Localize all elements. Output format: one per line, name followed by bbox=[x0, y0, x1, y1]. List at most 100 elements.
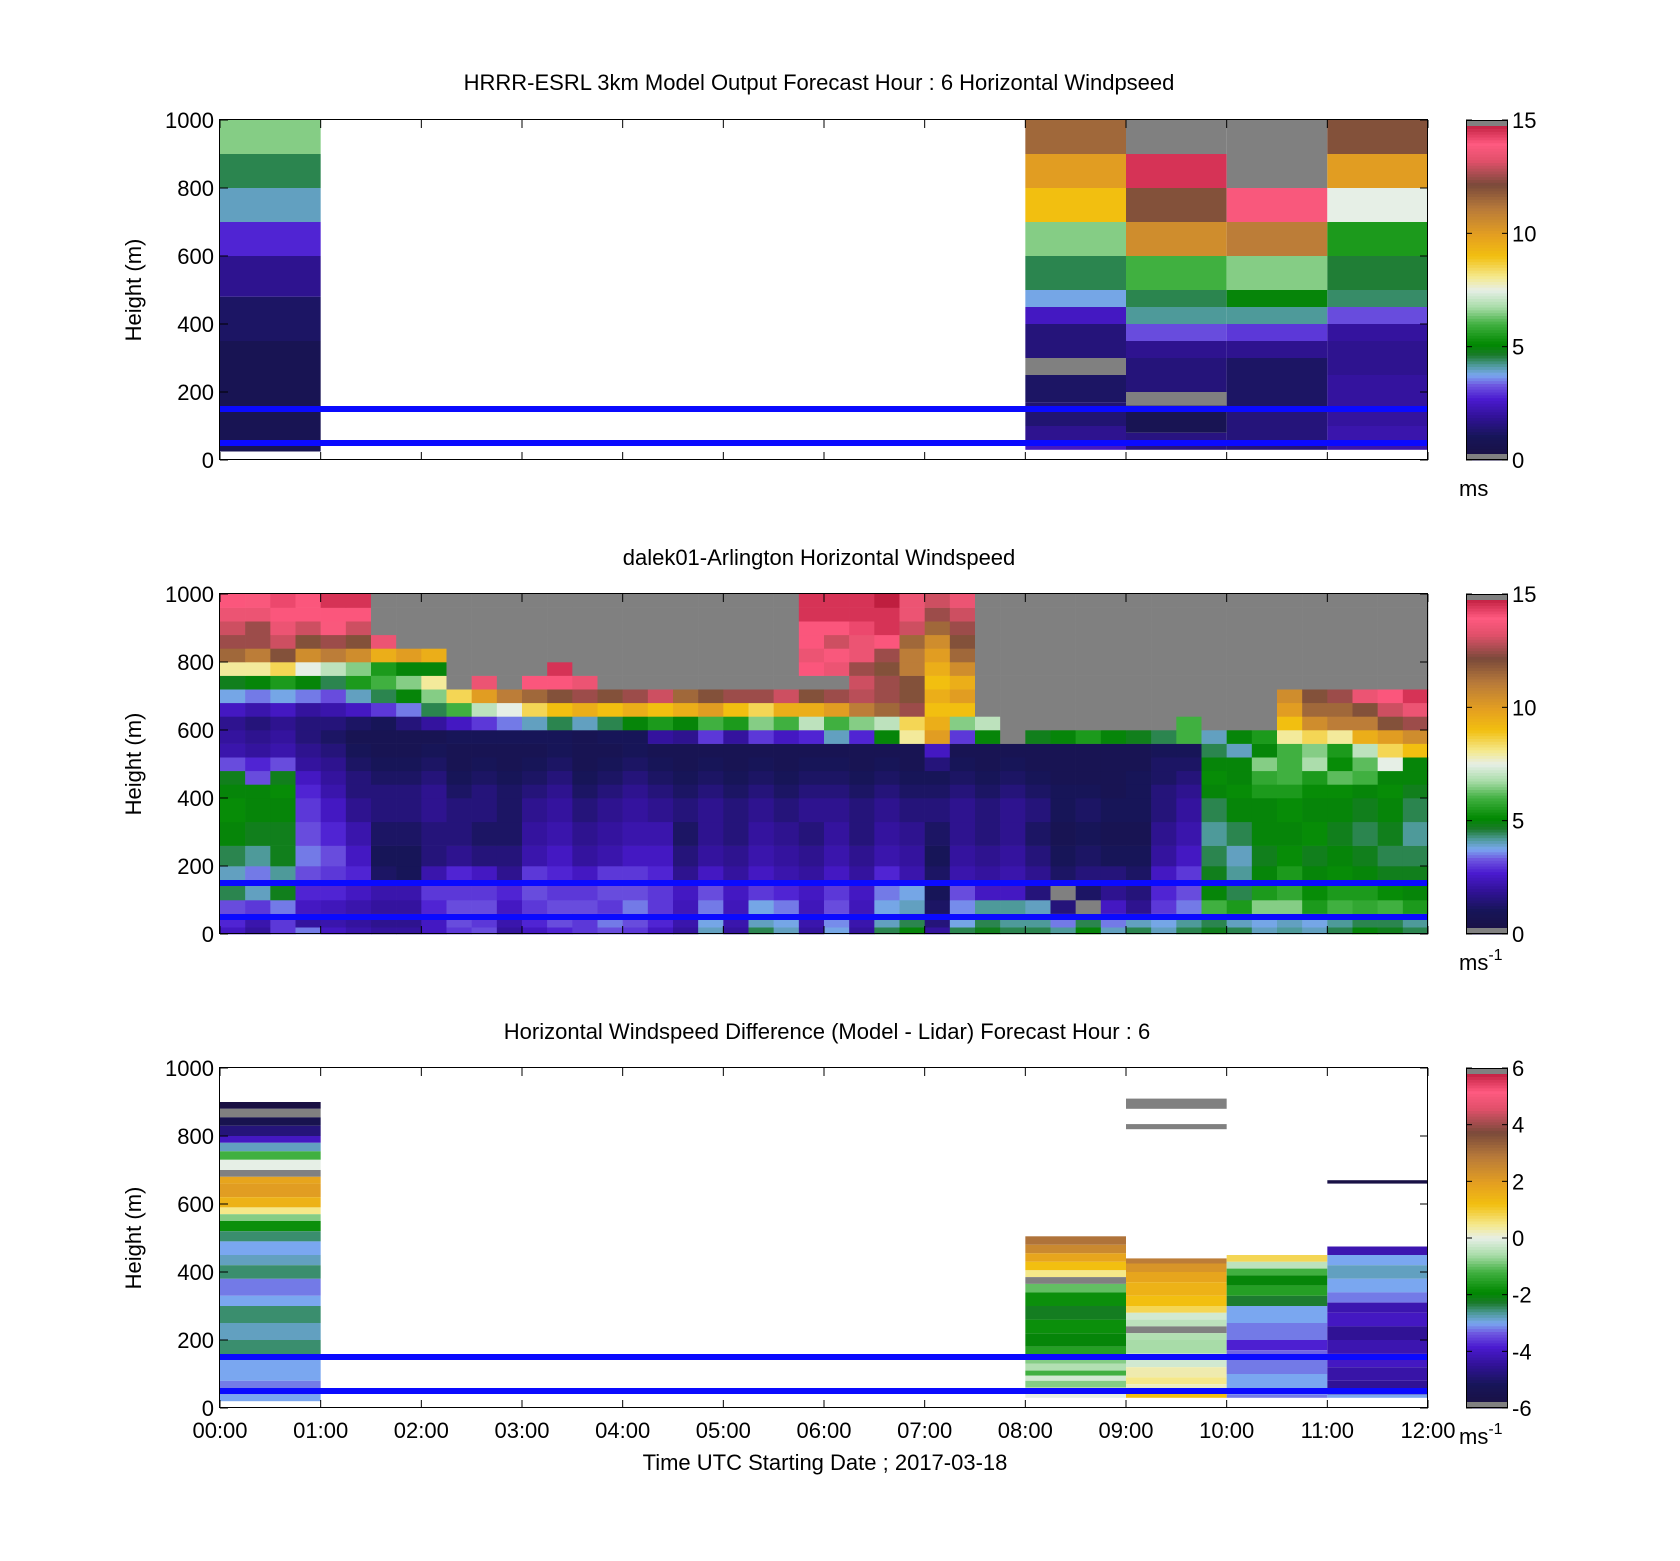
heatmap-cell bbox=[975, 845, 1001, 867]
heatmap-cell bbox=[1327, 594, 1353, 608]
heatmap-cell bbox=[1126, 1272, 1227, 1283]
heatmap-cell bbox=[1025, 1380, 1126, 1388]
heatmap-cell bbox=[220, 1136, 321, 1143]
heatmap-cell bbox=[295, 662, 321, 676]
heatmap-cell bbox=[748, 675, 774, 690]
heatmap-cell bbox=[1327, 1326, 1428, 1340]
colorbar-band bbox=[1466, 599, 1508, 603]
heatmap-cell bbox=[1151, 702, 1177, 717]
heatmap-cell bbox=[1277, 784, 1303, 799]
heatmap-cell bbox=[547, 883, 573, 901]
heatmap-cell bbox=[647, 845, 674, 867]
heatmap-cell bbox=[1025, 188, 1126, 222]
heatmap-cell bbox=[1201, 716, 1227, 731]
heatmap-cell bbox=[1050, 821, 1076, 846]
heatmap-cell bbox=[723, 621, 749, 636]
heatmap-cell bbox=[220, 1340, 321, 1357]
heatmap-cell bbox=[1201, 594, 1227, 608]
heatmap-cell bbox=[924, 607, 951, 622]
heatmap-cell bbox=[1075, 675, 1102, 690]
heatmap-cell bbox=[597, 621, 623, 636]
heatmap-cell bbox=[446, 743, 472, 758]
heatmap-cell bbox=[874, 821, 900, 846]
heatmap-cell bbox=[647, 634, 674, 649]
colorbar-band bbox=[1466, 1323, 1508, 1327]
heatmap-cell bbox=[773, 927, 800, 935]
heatmap-cell bbox=[496, 866, 523, 884]
heatmap-cell bbox=[345, 716, 372, 731]
heatmap-cell bbox=[522, 927, 548, 935]
heatmap-cell bbox=[899, 927, 925, 935]
heatmap-cell bbox=[1226, 1350, 1328, 1357]
colorbar-band bbox=[1466, 715, 1508, 720]
heatmap-cell bbox=[1100, 716, 1127, 731]
heatmap-cell bbox=[975, 798, 1001, 823]
heatmap-cell bbox=[345, 634, 372, 649]
x-axis-label: Time UTC Starting Date ; 2017-03-18 bbox=[643, 1450, 1008, 1475]
heatmap-cell bbox=[949, 621, 976, 636]
heatmap-cell bbox=[1025, 1261, 1126, 1271]
heatmap-cell bbox=[1377, 770, 1404, 785]
heatmap-cell bbox=[949, 900, 976, 914]
heatmap-cell bbox=[522, 594, 548, 608]
heatmap-cell bbox=[975, 757, 1001, 772]
heatmap-cell bbox=[1251, 675, 1278, 690]
heatmap-cell bbox=[345, 900, 372, 914]
heatmap-cell bbox=[874, 730, 900, 744]
heatmap-cell bbox=[1402, 621, 1429, 636]
heatmap-cell bbox=[220, 1159, 321, 1170]
heatmap-cell bbox=[622, 883, 649, 901]
heatmap-cell bbox=[220, 296, 321, 341]
heatmap-cell bbox=[798, 730, 825, 744]
heatmap-cell bbox=[1126, 927, 1152, 935]
colorbar-band bbox=[1466, 151, 1508, 155]
heatmap-cell bbox=[245, 883, 271, 901]
heatmap-cell bbox=[1327, 1265, 1428, 1279]
heatmap-cell bbox=[1025, 675, 1051, 690]
heatmap-cell bbox=[220, 341, 321, 452]
heatmap-cell bbox=[421, 784, 447, 799]
heatmap-cell bbox=[471, 743, 498, 758]
heatmap-cell bbox=[1025, 770, 1051, 785]
heatmap-cell bbox=[421, 900, 447, 914]
heatmap-cell bbox=[1251, 594, 1278, 608]
heatmap-cell bbox=[295, 845, 321, 867]
heatmap-cell bbox=[1302, 648, 1328, 663]
heatmap-cell bbox=[220, 845, 246, 867]
colorbar-band bbox=[1466, 880, 1508, 884]
heatmap-cell bbox=[421, 675, 447, 690]
heatmap-cell bbox=[924, 594, 951, 608]
heatmap-cell bbox=[1201, 757, 1227, 772]
heatmap-cell bbox=[924, 730, 951, 744]
y-tick-label: 600 bbox=[177, 1192, 214, 1217]
heatmap-cell bbox=[949, 594, 976, 608]
colorbar-band bbox=[1466, 236, 1508, 240]
heatmap-cell bbox=[773, 689, 800, 704]
heatmap-cell bbox=[1327, 1312, 1428, 1327]
heatmap-cell bbox=[1226, 784, 1253, 799]
heatmap-cell bbox=[1327, 188, 1428, 222]
heatmap-cell bbox=[496, 594, 523, 608]
heatmap-cell bbox=[547, 607, 573, 622]
heatmap-cell bbox=[421, 594, 447, 608]
colorbar-band bbox=[1466, 693, 1508, 697]
heatmap-cell bbox=[1377, 594, 1404, 608]
heatmap-cell bbox=[245, 594, 271, 608]
heatmap-cell bbox=[597, 866, 623, 884]
heatmap-cell bbox=[773, 798, 800, 823]
heatmap-cell bbox=[1100, 927, 1127, 935]
heatmap-cell bbox=[1251, 621, 1278, 636]
heatmap-cell bbox=[1100, 770, 1127, 785]
heatmap-cell bbox=[220, 1241, 321, 1255]
heatmap-cell bbox=[748, 821, 774, 846]
heatmap-cell bbox=[1050, 648, 1076, 663]
heatmap-cell bbox=[673, 757, 699, 772]
x-tick-label: 04:00 bbox=[595, 1418, 650, 1443]
heatmap-cell bbox=[471, 730, 498, 744]
heatmap-cell bbox=[1176, 798, 1202, 823]
heatmap-cell bbox=[949, 607, 976, 622]
colorbar-band bbox=[1466, 290, 1508, 294]
heatmap-cell bbox=[547, 702, 573, 717]
colorbar-band bbox=[1466, 1130, 1508, 1134]
heatmap-cell bbox=[1000, 866, 1026, 884]
